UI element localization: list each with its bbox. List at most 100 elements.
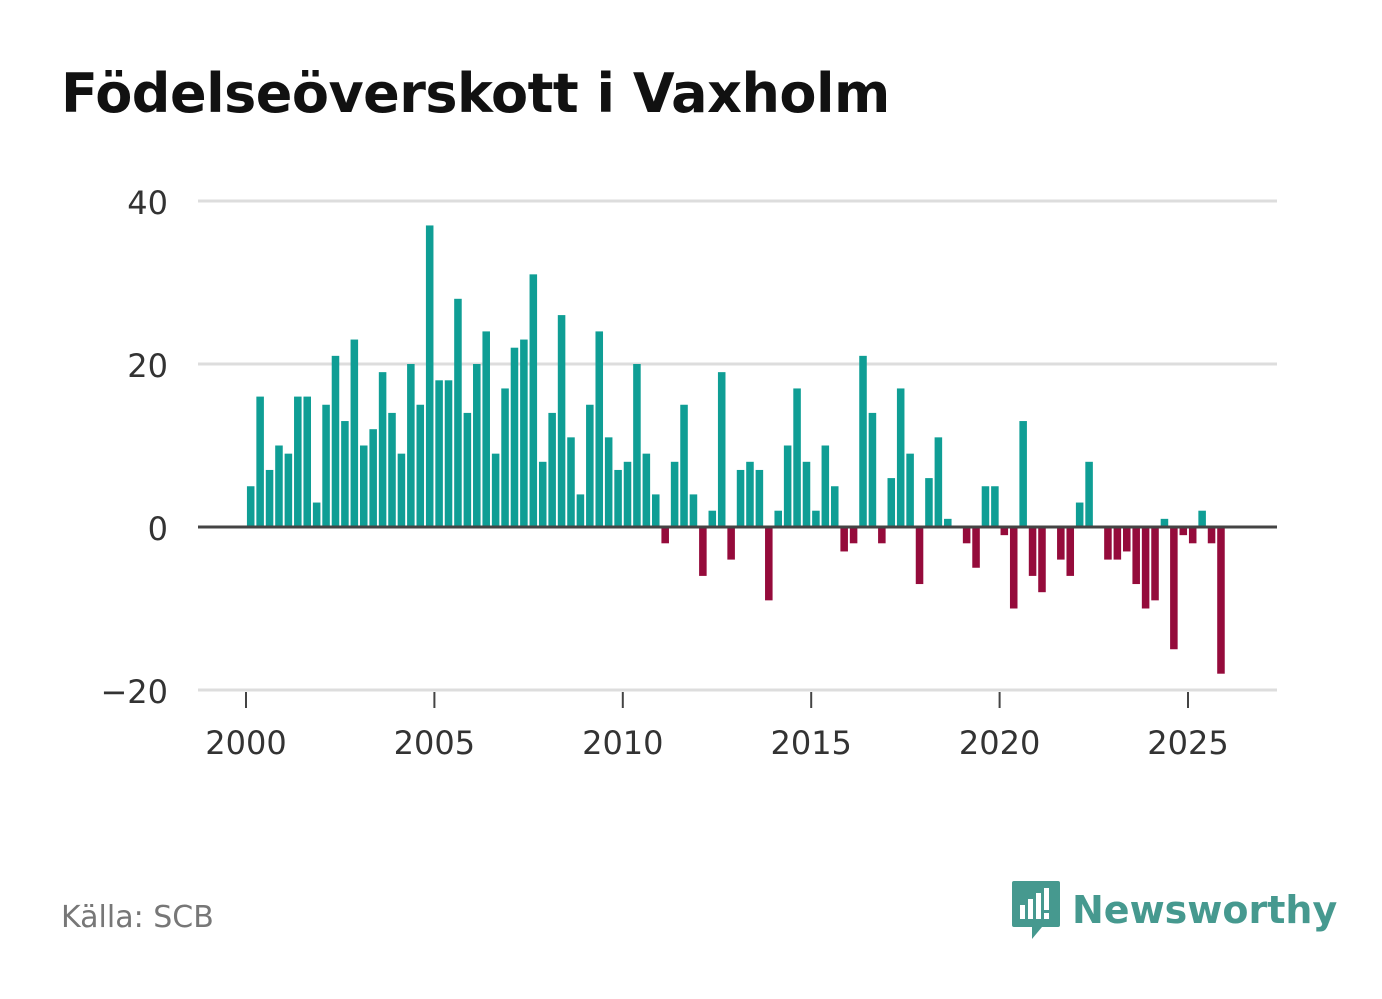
bar (1066, 527, 1075, 576)
bar (1141, 527, 1150, 609)
bar (1057, 527, 1065, 560)
bar (878, 527, 886, 544)
bar (802, 461, 811, 527)
bar (859, 355, 867, 527)
source-label: Källa: SCB (61, 900, 214, 935)
bar (303, 396, 311, 527)
x-tick-label: 2005 (394, 724, 475, 762)
bar (322, 404, 330, 527)
bar (868, 412, 877, 527)
bar (557, 315, 566, 527)
bar (538, 461, 547, 527)
bar (444, 380, 453, 527)
bar (736, 469, 745, 527)
bar (435, 380, 443, 527)
bar (915, 527, 924, 585)
bar (830, 486, 839, 527)
bar (567, 437, 575, 527)
bar (887, 478, 896, 527)
bar (586, 404, 594, 527)
bar (454, 298, 462, 527)
bar (972, 527, 980, 568)
newsworthy-logo-icon (1012, 881, 1060, 939)
bar (256, 396, 264, 527)
chart-title: Födelseöverskott i Vaxholm (61, 62, 890, 125)
bar (576, 494, 585, 527)
bar (369, 429, 377, 527)
bar (425, 225, 434, 527)
bar (925, 478, 933, 527)
bar (1179, 527, 1188, 536)
bar (604, 437, 613, 527)
bar (652, 494, 660, 527)
bar (991, 486, 999, 527)
bar (1085, 461, 1093, 527)
bar (774, 510, 782, 527)
bar (1000, 527, 1009, 536)
bar (473, 364, 481, 527)
bar (510, 347, 519, 527)
bar (849, 527, 858, 544)
bar (388, 412, 396, 527)
bar (623, 461, 632, 527)
bar (463, 412, 472, 527)
bar (595, 331, 604, 527)
bar (294, 396, 302, 527)
bar (1217, 527, 1225, 674)
bar (520, 339, 528, 527)
bar (1160, 518, 1169, 527)
bar (1132, 527, 1140, 585)
bar (397, 453, 406, 527)
bar (812, 510, 820, 527)
bar (717, 372, 726, 527)
bar (614, 469, 622, 527)
newsworthy-brand[interactable]: Newsworthy (1010, 878, 1337, 942)
bar (755, 469, 764, 527)
axis-labels: 40 20 0 −20 2000 2005 2010 2015 2020 2025 (100, 184, 1228, 762)
bar (840, 527, 848, 552)
bar (501, 388, 509, 527)
bar (331, 355, 340, 527)
y-tick-label: 20 (127, 347, 168, 385)
bar (642, 453, 651, 527)
bar (727, 527, 735, 560)
bar (981, 486, 990, 527)
bar (312, 502, 321, 527)
bar (821, 445, 830, 527)
bar (765, 527, 773, 601)
bar (1188, 527, 1197, 544)
bar (359, 445, 368, 527)
bar (661, 527, 669, 544)
bar (934, 437, 943, 527)
bar (962, 527, 971, 544)
grid-lines (198, 199, 1277, 692)
bar (1151, 527, 1159, 601)
bar (708, 510, 717, 527)
bar (350, 339, 359, 527)
bar (896, 388, 905, 527)
bar (548, 412, 556, 527)
bar (1123, 527, 1131, 552)
bar (1104, 527, 1112, 560)
bar (783, 445, 792, 527)
bar (275, 445, 283, 527)
brand-name: Newsworthy (1072, 888, 1338, 932)
bar (670, 461, 679, 527)
bar (284, 453, 293, 527)
bar (1028, 527, 1037, 576)
bar (529, 274, 538, 527)
y-tick-label: −20 (100, 673, 168, 711)
bar (699, 527, 707, 576)
x-tick-label: 2015 (770, 724, 851, 762)
bar (680, 404, 688, 527)
bars (246, 225, 1225, 674)
x-tick-label: 2000 (205, 724, 286, 762)
bar (944, 518, 952, 527)
bar (1170, 527, 1178, 650)
bar (378, 372, 387, 527)
bar (246, 486, 255, 527)
x-tick-label: 2010 (582, 724, 663, 762)
bar (1075, 502, 1084, 527)
y-tick-label: 0 (148, 510, 168, 548)
